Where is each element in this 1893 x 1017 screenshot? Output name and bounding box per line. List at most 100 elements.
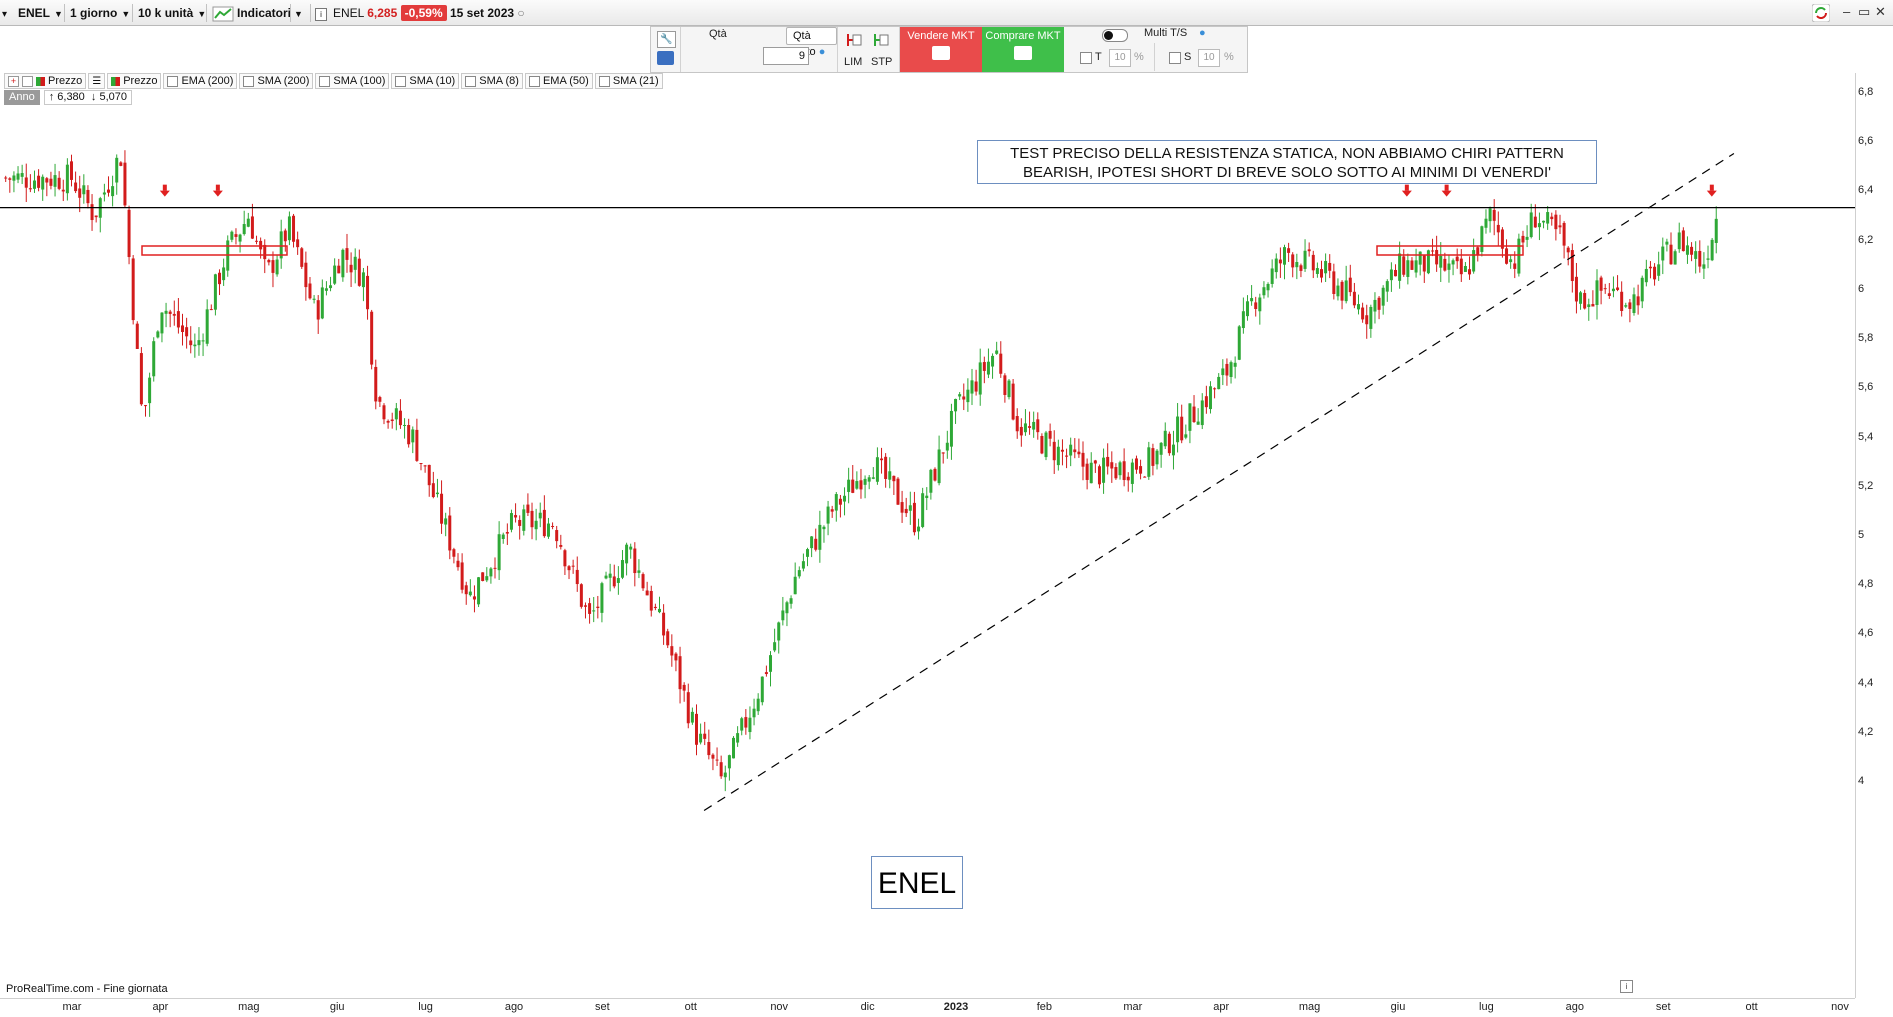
legend-item-sma8[interactable]: SMA (8) <box>461 73 523 89</box>
candle <box>855 471 859 490</box>
candle <box>370 309 374 370</box>
candle-body <box>941 452 945 454</box>
legend-item-price[interactable]: Prezzo <box>107 73 162 89</box>
close-icon[interactable]: ✕ <box>1875 4 1886 19</box>
legend-item-ema50[interactable]: EMA (50) <box>524 73 593 89</box>
keyboard-icon[interactable] <box>657 51 674 65</box>
candle <box>719 755 723 779</box>
candle <box>209 304 213 311</box>
candle-body <box>1690 246 1694 255</box>
candle-body <box>1032 421 1036 430</box>
legend-label: SMA (200) <box>257 75 310 87</box>
candle <box>4 175 8 183</box>
legend-item-sma10[interactable]: SMA (10) <box>391 73 460 89</box>
candle-body <box>246 218 250 227</box>
symbol-selector[interactable]: ENEL ▼ <box>18 3 63 23</box>
time-axis[interactable] <box>0 998 1855 1017</box>
candle <box>1299 263 1303 278</box>
candle-body <box>579 584 583 607</box>
candle-body <box>1500 229 1504 249</box>
indicators-button[interactable]: Indicatori <box>212 3 291 23</box>
candle <box>271 251 275 288</box>
time-tick-label: mar <box>62 1001 82 1013</box>
price-tick-label: 6 <box>1858 282 1865 295</box>
candle-body <box>111 186 115 197</box>
candle <box>760 676 764 706</box>
arrow-head <box>1441 190 1452 197</box>
price-axis[interactable] <box>1855 73 1893 998</box>
legend-item-list[interactable]: ☰ <box>88 73 106 89</box>
candle-body <box>875 457 879 482</box>
sell-market-button[interactable]: Vendere MKT <box>900 27 982 72</box>
candle <box>1657 251 1661 281</box>
candle <box>875 447 879 485</box>
candle <box>1690 242 1694 262</box>
timeframe-selector[interactable]: 1 giorno ▼ <box>70 3 130 23</box>
wrench-icon[interactable]: 🔧 <box>657 31 676 48</box>
candle <box>678 646 682 704</box>
s-checkbox[interactable] <box>1169 52 1181 64</box>
candle <box>1640 275 1644 309</box>
limit-order-icon[interactable] <box>845 31 863 49</box>
candle-body <box>645 590 649 596</box>
candle-body <box>888 471 892 480</box>
candle <box>226 235 230 277</box>
candle-body <box>1505 248 1509 264</box>
trend-line[interactable] <box>703 153 1735 812</box>
candle-body <box>690 711 694 723</box>
units-selector[interactable]: 10 k unità ▼ <box>138 3 206 23</box>
legend-toolbar[interactable]: + Prezzo <box>4 73 87 89</box>
legend-item-sma100[interactable]: SMA (100) <box>315 73 390 89</box>
candle-body <box>1208 386 1212 410</box>
candle-body <box>847 479 851 492</box>
info-icon[interactable]: i <box>1620 980 1633 993</box>
arrow-shaft <box>162 184 167 191</box>
multi-ts-toggle[interactable] <box>1102 29 1128 42</box>
resistance-zone-left[interactable] <box>141 245 288 256</box>
list-icon: ☰ <box>92 75 102 87</box>
candle <box>1307 242 1311 257</box>
s-input[interactable]: 10 <box>1198 49 1220 67</box>
legend-checkbox <box>167 75 179 87</box>
quantity-input[interactable]: 9 <box>763 47 809 65</box>
candle <box>740 716 744 736</box>
candle <box>1044 430 1048 461</box>
candle-body <box>1324 260 1328 274</box>
candle-body <box>1278 259 1282 264</box>
analysis-note[interactable]: TEST PRECISO DELLA RESISTENZA STATICA, N… <box>977 140 1597 184</box>
candle-body <box>197 340 201 346</box>
restore-icon[interactable]: ▭ <box>1858 4 1871 19</box>
stop-order-icon[interactable] <box>872 31 890 49</box>
candle-body <box>160 312 164 334</box>
ticker-label-box[interactable]: ENEL <box>871 856 963 909</box>
indicators-menu-toggle[interactable]: ▼ <box>294 3 303 23</box>
sync-icon[interactable] <box>1811 3 1831 25</box>
t-checkbox[interactable] <box>1080 52 1092 64</box>
period-tag[interactable]: Anno <box>4 90 40 105</box>
candle <box>929 468 933 500</box>
minimize-icon[interactable]: – <box>1843 4 1851 19</box>
chevron-down-icon[interactable]: ▾ <box>2 9 8 20</box>
candle-body <box>292 215 296 242</box>
candle-body <box>234 234 238 237</box>
legend-item-sma21[interactable]: SMA (21) <box>594 73 663 89</box>
price-chart[interactable] <box>0 73 1855 998</box>
legend-item-sma200[interactable]: SMA (200) <box>239 73 314 89</box>
qty-auto-button[interactable]: Qtà Auto ● <box>786 27 837 58</box>
candle-body <box>1250 298 1254 302</box>
t-input[interactable]: 10 <box>1109 49 1131 67</box>
candle <box>1077 438 1081 458</box>
candle <box>1509 255 1513 269</box>
candle-body <box>1332 271 1336 294</box>
buy-market-button[interactable]: Comprare MKT <box>982 27 1064 72</box>
candle <box>1648 261 1652 279</box>
candle-body <box>1139 466 1143 474</box>
candle-body <box>756 698 760 712</box>
resistance-zone-right[interactable] <box>1376 245 1524 256</box>
candle-body <box>773 642 777 651</box>
candle <box>1233 356 1237 379</box>
legend-item-ema200[interactable]: EMA (200) <box>163 73 238 89</box>
info-icon[interactable]: i <box>315 3 327 23</box>
candle-body <box>1398 253 1402 281</box>
price-tick-label: 6,4 <box>1858 184 1874 197</box>
